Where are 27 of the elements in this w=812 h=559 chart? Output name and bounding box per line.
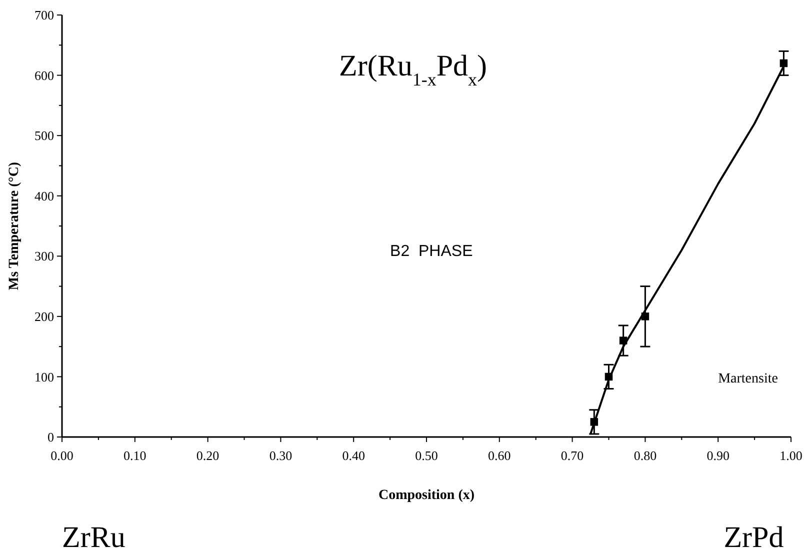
x-tick-label: 0.90 [706,448,730,463]
text: ZrPd [724,521,784,554]
annotation: B2 PHASE [390,243,473,260]
x-tick-label: 0.60 [488,448,511,463]
x-tick-label: 0.50 [415,448,438,463]
x-tick-label: 0.80 [634,448,657,463]
point [780,59,788,68]
x-tick-label: 0.20 [196,448,220,463]
y-tick-label: 300 [34,248,54,264]
annotation: Martensite [718,372,778,387]
x-axis-title: Composition (x) [378,488,475,503]
y-tick-label: 200 [34,308,54,324]
y-tick-label: 500 [34,128,54,144]
text: ZrRu [62,521,126,554]
x-tick-label: 1.00 [780,448,802,463]
x-tick-label: 0.10 [124,448,146,463]
y-tick-label: 100 [34,369,54,384]
y-tick-label: 700 [34,8,54,23]
x-tick-label: 0.30 [269,448,292,463]
x-tick-label: 0.00 [50,448,74,463]
text: Zr(Ru$_{1-x}$Pd$_{x}$) [339,49,488,90]
y-tick-label: 600 [34,68,54,83]
x-tick-label: 0.70 [560,448,584,463]
y-tick-label: 400 [34,188,54,204]
x-tick-label: 0.40 [342,448,365,463]
y-axis-title: Ms Temperature (°C) [7,162,22,290]
y-tick-label: 0 [48,430,54,445]
